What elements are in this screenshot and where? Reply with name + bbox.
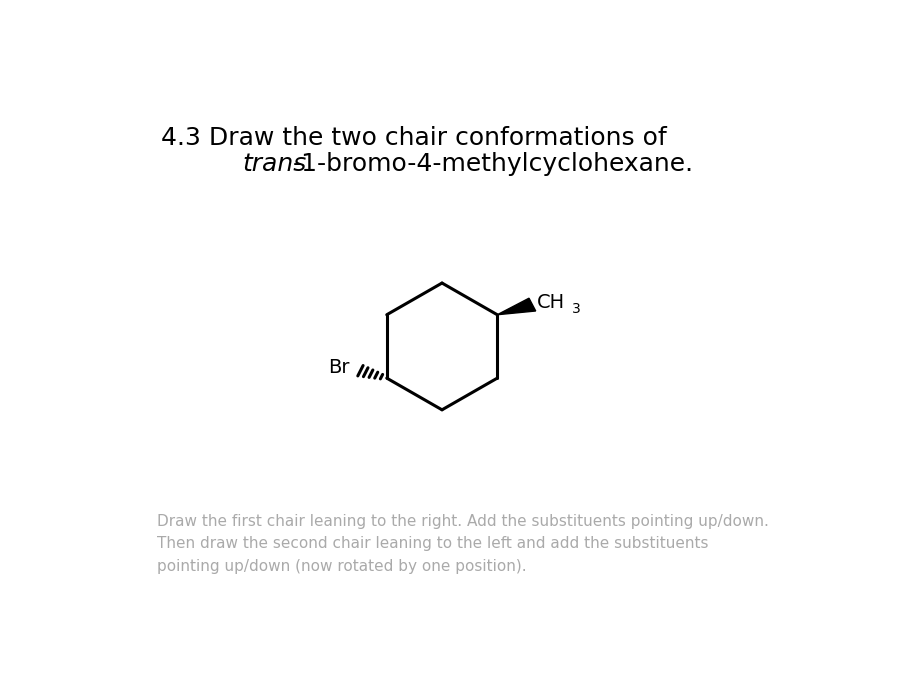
Text: 4.3 Draw the two chair conformations of: 4.3 Draw the two chair conformations of <box>161 126 666 150</box>
Text: CH: CH <box>537 293 565 312</box>
Text: -1-bromo-4-methylcyclohexane.: -1-bromo-4-methylcyclohexane. <box>293 152 694 176</box>
Text: trans: trans <box>242 152 307 176</box>
Text: 3: 3 <box>572 303 581 316</box>
Text: Draw the first chair leaning to the right. Add the substituents pointing up/down: Draw the first chair leaning to the righ… <box>158 514 769 573</box>
Polygon shape <box>498 298 536 315</box>
Text: Br: Br <box>328 357 350 377</box>
